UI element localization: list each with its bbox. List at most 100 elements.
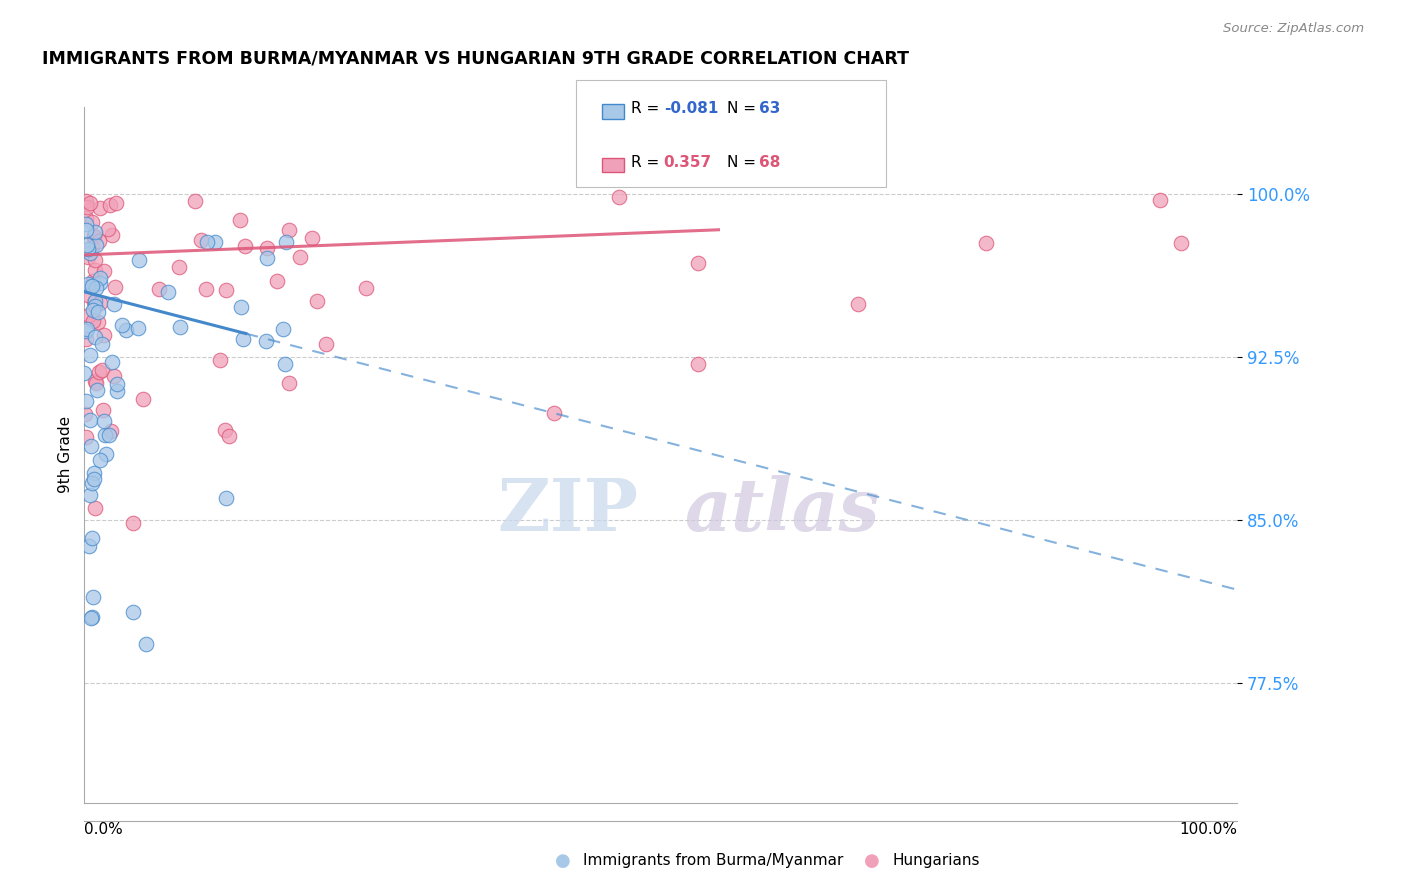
Text: 0.357: 0.357: [664, 155, 711, 169]
Point: [75, 324, 97, 338]
Point: [75, 407, 97, 421]
Point: [89, 365, 111, 379]
Point: [82, 240, 104, 254]
Point: [104, 279, 127, 293]
Point: [89, 201, 111, 215]
Point: [84, 376, 107, 391]
Point: [83, 330, 105, 344]
Point: [77, 308, 100, 322]
Point: [77, 243, 100, 257]
Point: [84, 225, 107, 239]
Point: [76, 288, 98, 302]
Text: 63: 63: [759, 102, 780, 116]
Point: [75, 393, 97, 408]
Point: [93, 328, 115, 343]
Point: [91, 403, 114, 417]
Point: [89, 271, 111, 285]
Point: [184, 194, 207, 208]
Point: [87, 315, 110, 329]
Point: [276, 235, 298, 250]
Point: [79, 195, 101, 210]
Point: [846, 297, 869, 311]
Point: [1170, 236, 1192, 251]
Text: 68: 68: [759, 155, 780, 169]
Point: [214, 423, 236, 437]
Text: Source: ZipAtlas.com: Source: ZipAtlas.com: [1223, 22, 1364, 36]
Y-axis label: 9th Grade: 9th Grade: [58, 417, 73, 493]
Point: [103, 297, 125, 311]
Point: [93, 414, 115, 428]
Point: [79, 278, 101, 293]
Point: [105, 384, 128, 398]
Text: R =: R =: [631, 102, 665, 116]
Point: [190, 233, 212, 247]
Point: [315, 337, 337, 351]
Point: [301, 230, 323, 244]
Point: [76, 277, 98, 292]
Point: [128, 253, 150, 268]
Point: [209, 352, 232, 367]
Point: [194, 282, 217, 296]
Point: [82, 303, 104, 318]
Point: [266, 274, 288, 288]
Point: [80, 215, 103, 229]
Point: [75, 333, 97, 347]
Point: [75, 223, 97, 237]
Point: [94, 447, 117, 461]
Text: R =: R =: [631, 155, 665, 169]
Point: [87, 234, 110, 248]
Point: [89, 276, 111, 290]
Text: ●: ●: [863, 852, 880, 870]
Text: N =: N =: [727, 102, 761, 116]
Point: [80, 610, 103, 624]
Point: [80, 475, 103, 490]
Point: [218, 429, 240, 443]
Point: [83, 466, 105, 480]
Point: [307, 294, 329, 309]
Point: [84, 281, 107, 295]
Point: [83, 228, 105, 243]
Point: [232, 332, 254, 346]
Point: [73, 366, 96, 380]
Text: -0.081: -0.081: [664, 102, 718, 116]
Point: [87, 304, 110, 318]
Point: [195, 235, 218, 249]
Point: [115, 323, 138, 337]
Point: [83, 294, 105, 309]
Point: [84, 262, 107, 277]
Text: N =: N =: [727, 155, 761, 169]
Text: 100.0%: 100.0%: [1180, 822, 1237, 837]
Point: [254, 334, 277, 348]
Point: [229, 212, 252, 227]
Point: [229, 300, 252, 314]
Text: 0.0%: 0.0%: [84, 822, 124, 837]
Point: [80, 440, 103, 454]
Point: [100, 424, 122, 438]
Point: [80, 531, 103, 545]
Point: [94, 427, 117, 442]
Point: [273, 357, 295, 371]
Point: [76, 237, 98, 252]
Point: [75, 217, 97, 231]
Point: [277, 376, 299, 390]
Point: [83, 253, 105, 268]
Point: [75, 430, 97, 444]
Point: [974, 236, 997, 251]
Point: [1149, 194, 1171, 208]
Point: [79, 245, 101, 260]
Point: [135, 637, 157, 651]
Text: atlas: atlas: [683, 475, 879, 546]
Point: [75, 211, 97, 226]
Point: [148, 282, 170, 296]
Point: [97, 428, 120, 442]
Point: [122, 516, 145, 531]
Point: [104, 195, 127, 210]
Point: [167, 260, 190, 274]
Point: [101, 228, 124, 243]
Point: [76, 322, 98, 336]
Point: [111, 318, 134, 332]
Text: Hungarians: Hungarians: [893, 854, 980, 868]
Point: [89, 452, 111, 467]
Point: [83, 294, 105, 309]
Point: [89, 295, 111, 310]
